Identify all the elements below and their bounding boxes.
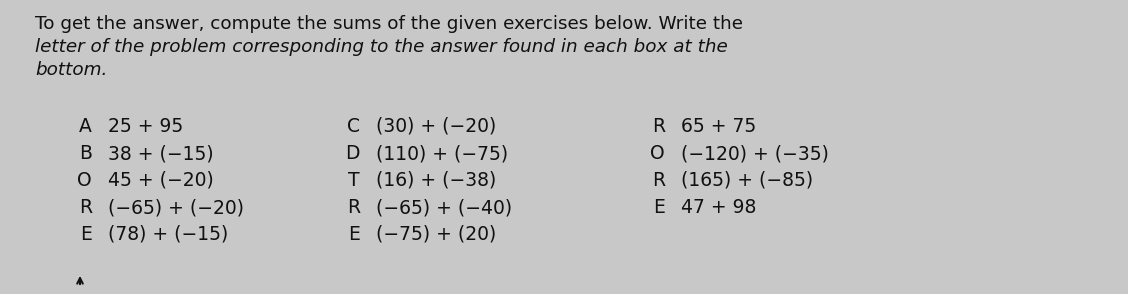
Text: R: R: [652, 117, 666, 136]
Text: R: R: [347, 198, 360, 217]
Text: bottom.: bottom.: [35, 61, 107, 79]
Text: D: D: [345, 144, 360, 163]
Text: 65 + 75: 65 + 75: [681, 117, 756, 136]
Text: 47 + 98: 47 + 98: [681, 198, 757, 217]
Text: letter of the problem corresponding to the answer found in each box at the: letter of the problem corresponding to t…: [35, 38, 728, 56]
Text: E: E: [653, 198, 666, 217]
Text: R: R: [652, 171, 666, 190]
Text: B: B: [79, 144, 92, 163]
Text: 25 + 95: 25 + 95: [108, 117, 183, 136]
Text: (30) + (−20): (30) + (−20): [376, 117, 496, 136]
Text: R: R: [79, 198, 92, 217]
Text: (16) + (−38): (16) + (−38): [376, 171, 496, 190]
Text: E: E: [80, 225, 92, 244]
Text: (110) + (−75): (110) + (−75): [376, 144, 508, 163]
Text: A: A: [79, 117, 92, 136]
Text: 45 + (−20): 45 + (−20): [108, 171, 213, 190]
Text: O: O: [651, 144, 666, 163]
Text: To get the answer, compute the sums of the given exercises below. Write the: To get the answer, compute the sums of t…: [35, 15, 743, 33]
Text: O: O: [78, 171, 92, 190]
Text: (78) + (−15): (78) + (−15): [108, 225, 228, 244]
Text: (−75) + (20): (−75) + (20): [376, 225, 496, 244]
Text: (165) + (−85): (165) + (−85): [681, 171, 813, 190]
Text: C: C: [347, 117, 360, 136]
Text: E: E: [349, 225, 360, 244]
Text: (−65) + (−20): (−65) + (−20): [108, 198, 244, 217]
Text: (−120) + (−35): (−120) + (−35): [681, 144, 829, 163]
Text: T: T: [349, 171, 360, 190]
Text: (−65) + (−40): (−65) + (−40): [376, 198, 512, 217]
Text: 38 + (−15): 38 + (−15): [108, 144, 213, 163]
